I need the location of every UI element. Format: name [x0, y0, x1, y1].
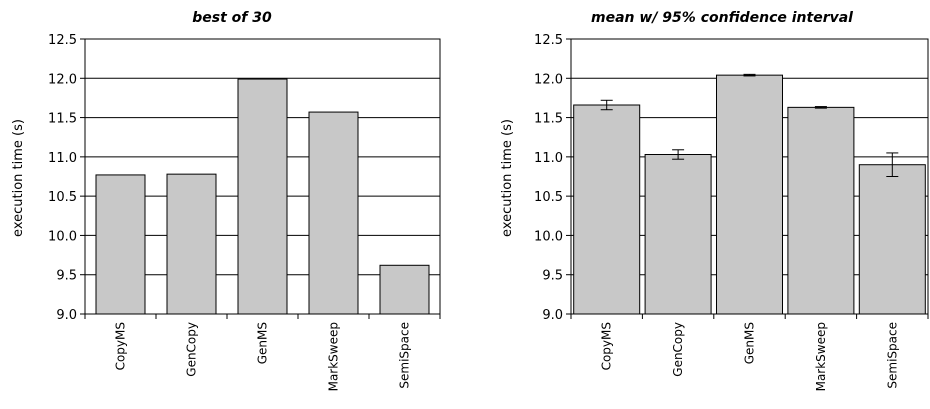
chart-title: best of 30 [192, 10, 272, 26]
y-tick-label: 9.5 [542, 269, 563, 284]
y-tick-label: 12.0 [48, 72, 77, 87]
x-tick-label: CopyMS [114, 322, 128, 370]
y-tick-label: 10.0 [48, 229, 77, 244]
bar-marksweep [308, 111, 359, 315]
x-tick-label: SemiSpace [885, 322, 899, 389]
y-tick-label: 9.0 [542, 308, 563, 323]
y-tick-label: 12.5 [48, 33, 77, 48]
bar-genms [716, 74, 783, 315]
y-tick-label: 9.5 [56, 269, 77, 284]
chart-best-of-30: best of 30 execution time (s) 9.0 9.5 10.0… [11, 10, 441, 391]
y-tick-label: 11.5 [534, 112, 563, 127]
y-tick-label: 11.0 [48, 151, 77, 166]
bar-marksweep [787, 106, 855, 315]
bar-copyms [573, 104, 641, 315]
x-tick-label: GenCopy [185, 322, 199, 377]
y-tick-label: 10.5 [534, 190, 563, 205]
bar-gencopy [166, 173, 217, 315]
x-tick-label: SemiSpace [398, 322, 412, 389]
x-tick-label: MarkSweep [814, 322, 828, 391]
bar-semispace [858, 164, 926, 315]
y-tick-label: 12.0 [534, 72, 563, 87]
y-axis-label: execution time (s) [500, 119, 515, 237]
bar-copyms [95, 174, 146, 315]
y-tick-label: 10.0 [534, 229, 563, 244]
bar-gencopy [644, 154, 712, 315]
x-tick-label: GenMS [743, 322, 757, 364]
chart-mean-confidence: mean w/ 95% confidence interval executio… [500, 10, 929, 391]
y-tick-label: 10.5 [48, 190, 77, 205]
x-tick-label: MarkSweep [327, 322, 341, 391]
bar-genms [237, 78, 288, 315]
x-tick-label: GenMS [256, 322, 270, 364]
y-tick-label: 11.5 [48, 112, 77, 127]
bar-semispace [379, 264, 430, 315]
y-tick-label: 11.0 [534, 151, 563, 166]
y-tick-label: 9.0 [56, 308, 77, 323]
y-tick-label: 12.5 [534, 33, 563, 48]
y-axis-label: execution time (s) [11, 119, 26, 237]
x-tick-label: GenCopy [671, 322, 685, 377]
x-tick-label: CopyMS [600, 322, 614, 370]
chart-title: mean w/ 95% confidence interval [591, 10, 853, 26]
